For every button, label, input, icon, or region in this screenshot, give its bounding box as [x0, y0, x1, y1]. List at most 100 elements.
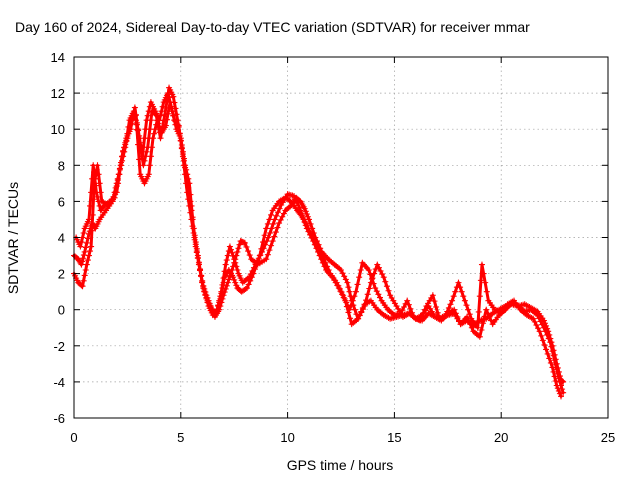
data-point-marker [336, 285, 343, 292]
x-tick-label: 5 [177, 430, 184, 445]
data-point-marker [374, 261, 381, 268]
data-point-marker [347, 315, 354, 322]
data-point-marker [264, 220, 271, 227]
data-point-marker [202, 291, 209, 298]
data-point-marker [373, 288, 380, 295]
data-point-marker [417, 317, 424, 324]
data-point-marker [451, 306, 458, 313]
data-point-marker [214, 306, 221, 313]
data-point-marker [135, 127, 142, 134]
data-point-marker [201, 288, 208, 295]
data-point-marker [79, 283, 86, 290]
data-point-marker [482, 279, 489, 286]
data-point-marker [375, 291, 382, 298]
data-point-marker [442, 312, 449, 319]
data-point-marker [277, 216, 284, 223]
data-point-marker [144, 144, 151, 151]
data-point-marker [241, 239, 248, 246]
data-point-marker [115, 180, 122, 187]
data-point-marker [191, 234, 198, 241]
data-point-marker [82, 244, 89, 251]
data-point-marker [371, 270, 378, 277]
data-point-marker [531, 318, 538, 325]
data-point-marker [543, 346, 550, 353]
data-point-marker [547, 359, 554, 366]
data-point-marker [250, 270, 257, 277]
data-point-marker [213, 310, 220, 317]
data-point-marker [429, 292, 436, 299]
data-point-marker [346, 306, 353, 313]
data-point-marker [159, 123, 166, 130]
data-point-marker [449, 297, 456, 304]
data-point-marker [95, 198, 102, 205]
data-point-marker [144, 112, 151, 119]
data-point-marker [88, 243, 95, 250]
data-point-marker [234, 248, 241, 255]
data-point-marker [339, 270, 346, 277]
data-point-marker [79, 258, 86, 265]
data-point-marker [91, 169, 98, 176]
data-point-marker [263, 256, 270, 263]
data-point-marker [551, 357, 558, 364]
data-point-marker [184, 178, 191, 185]
data-point-marker [549, 348, 556, 355]
data-point-marker [457, 284, 464, 291]
data-point-marker [488, 317, 495, 324]
data-point-marker [542, 328, 549, 335]
data-point-marker [309, 234, 316, 241]
data-point-marker [163, 98, 170, 105]
data-point-marker [269, 238, 276, 245]
data-point-marker [433, 303, 440, 310]
data-point-marker [175, 123, 182, 130]
data-point-marker [142, 153, 149, 160]
data-point-marker [88, 227, 95, 234]
data-point-marker [271, 216, 278, 223]
y-tick-label: 14 [51, 50, 65, 65]
data-point-marker [223, 282, 230, 289]
data-point-marker [535, 325, 542, 332]
data-point-marker [550, 352, 557, 359]
data-point-marker [233, 282, 240, 289]
data-point-marker [314, 243, 321, 250]
y-tick-label: -2 [53, 339, 65, 354]
data-point-marker [354, 281, 361, 288]
data-point-marker [255, 257, 262, 264]
data-point-marker [174, 117, 181, 124]
data-point-marker [454, 313, 461, 320]
chart-title: Day 160 of 2024, Sidereal Day-to-day VTE… [15, 19, 530, 35]
data-point-marker [356, 312, 363, 319]
data-point-marker [464, 313, 471, 320]
data-point-marker [225, 276, 232, 283]
data-point-marker [85, 252, 92, 259]
data-point-marker [80, 255, 87, 262]
data-point-marker [218, 290, 225, 297]
data-point-marker [227, 246, 234, 253]
data-point-marker [553, 382, 560, 389]
data-point-marker [306, 228, 313, 235]
data-point-marker [162, 104, 169, 111]
data-point-marker [83, 261, 90, 268]
data-point-marker [421, 306, 428, 313]
data-point-marker [484, 310, 491, 317]
data-point-marker [226, 243, 233, 250]
data-point-marker [344, 279, 351, 286]
data-point-marker [85, 216, 92, 223]
data-point-marker [105, 199, 112, 206]
data-point-marker [480, 270, 487, 277]
data-point-marker [460, 293, 467, 300]
data-point-marker [137, 141, 144, 148]
data-point-marker [475, 308, 482, 315]
data-point-marker [549, 364, 556, 371]
data-point-marker [200, 285, 207, 292]
data-point-marker [260, 239, 267, 246]
data-point-marker [179, 151, 186, 158]
data-point-marker [182, 164, 189, 171]
data-point-marker [341, 295, 348, 302]
data-point-marker [302, 220, 309, 227]
data-point-marker [311, 237, 318, 244]
data-point-marker [266, 229, 273, 236]
data-point-marker [129, 115, 136, 122]
data-point-marker [93, 189, 100, 196]
data-point-marker [455, 279, 462, 286]
series-3 [73, 84, 565, 400]
